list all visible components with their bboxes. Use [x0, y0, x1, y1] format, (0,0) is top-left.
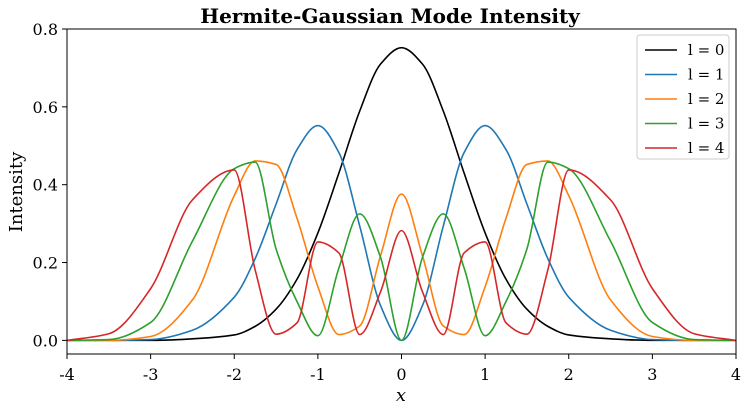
chart-title: Hermite-Gaussian Mode Intensity — [200, 4, 581, 28]
x-tick-label: 0 — [396, 365, 406, 384]
x-tick-label: -4 — [59, 365, 75, 384]
x-tick-label: 4 — [731, 365, 741, 384]
y-tick-label: 0.6 — [33, 98, 58, 117]
x-tick-label: -2 — [226, 365, 242, 384]
y-tick-label: 0.4 — [33, 176, 58, 195]
legend-label: l = 0 — [688, 41, 724, 59]
legend-label: l = 4 — [688, 139, 724, 157]
series-line-l4 — [67, 169, 736, 342]
y-tick-label: 0.2 — [33, 254, 58, 273]
y-axis-label: Intensity — [6, 151, 27, 232]
x-axis-label: x — [396, 385, 406, 406]
x-tick-label: -3 — [143, 365, 159, 384]
y-axis: 0.0 0.2 0.4 0.6 0.8 — [33, 20, 67, 350]
x-tick-label: 3 — [647, 365, 657, 384]
series-line-l3 — [67, 161, 736, 342]
series-line-l2 — [67, 160, 736, 342]
series-line-l0 — [67, 46, 736, 342]
plot-frame — [66, 28, 737, 355]
x-tick-label: 2 — [564, 365, 574, 384]
legend-label: l = 1 — [688, 66, 724, 84]
x-tick-label: 1 — [480, 365, 490, 384]
x-axis: -4 -3 -2 -1 0 1 2 3 4 — [59, 354, 741, 384]
y-tick-label: 0.8 — [33, 20, 58, 39]
x-tick-label: -1 — [310, 365, 326, 384]
series-line-l1 — [67, 124, 736, 342]
legend-box — [636, 34, 730, 160]
y-tick-label: 0.0 — [33, 331, 58, 350]
legend-label: l = 3 — [688, 115, 724, 133]
legend: l = 0 l = 1 l = 2 l = 3 l = 4 — [636, 34, 730, 160]
legend-label: l = 2 — [688, 90, 724, 108]
